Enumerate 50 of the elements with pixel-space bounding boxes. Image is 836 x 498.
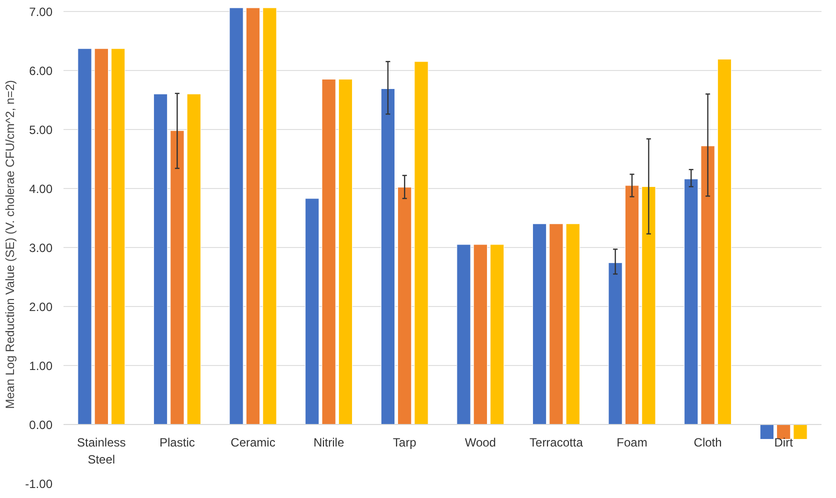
- bar: [608, 262, 622, 425]
- bar: [262, 8, 277, 425]
- y-tick-label: -1.00: [25, 477, 53, 491]
- x-tick-label: Foam: [616, 435, 648, 450]
- bar: [186, 94, 201, 425]
- bar: [456, 244, 471, 425]
- bar: [229, 8, 244, 425]
- bar: [94, 48, 108, 425]
- bar: [322, 79, 336, 425]
- y-tick-label: 2.00: [29, 300, 53, 314]
- bar: [624, 185, 640, 425]
- bar: [380, 88, 395, 425]
- bar: [717, 58, 732, 425]
- bar: [398, 187, 412, 425]
- bar: [153, 94, 168, 425]
- bar: [338, 79, 353, 425]
- y-tick-label: 5.00: [29, 122, 53, 137]
- y-axis-title: Mean Log Reduction Value (SE) (V. cholerae CFU/cm^2, n=2): [3, 80, 18, 409]
- bar: [170, 130, 184, 425]
- bar: [776, 424, 791, 440]
- bar: [532, 224, 547, 425]
- y-tick-label: 6.00: [29, 64, 53, 78]
- y-tick-label: 3.00: [29, 240, 53, 255]
- bar: [700, 146, 715, 425]
- x-tick-label: Wood: [464, 435, 496, 450]
- bar: [566, 224, 580, 425]
- bar: [414, 61, 428, 425]
- bar: [78, 48, 92, 425]
- bar: [473, 244, 488, 425]
- x-tick-label: Tarp: [392, 435, 417, 450]
- y-tick-label: 1.00: [29, 358, 53, 373]
- x-tick-label: Dirt: [774, 435, 794, 450]
- bar: [684, 178, 698, 425]
- x-tick-label: Plastic: [160, 435, 195, 450]
- bar: [760, 424, 774, 440]
- x-tick-label: Terracotta: [530, 435, 584, 450]
- bar: [111, 48, 126, 425]
- bar: [246, 8, 260, 425]
- x-tick-label: Ceramic: [230, 435, 276, 450]
- x-tick-label: Cloth: [694, 435, 722, 450]
- bar: [642, 186, 656, 425]
- y-tick-label: 0.00: [29, 418, 53, 432]
- y-tick-label: 4.00: [29, 182, 53, 196]
- bar: [549, 224, 564, 425]
- bar: [490, 244, 504, 425]
- y-tick-label: 7.00: [29, 4, 53, 19]
- x-tick-label: Stainless Steel: [77, 435, 126, 466]
- bar: [305, 198, 320, 425]
- bar: [793, 424, 808, 440]
- x-tick-label: Nitrile: [313, 435, 344, 450]
